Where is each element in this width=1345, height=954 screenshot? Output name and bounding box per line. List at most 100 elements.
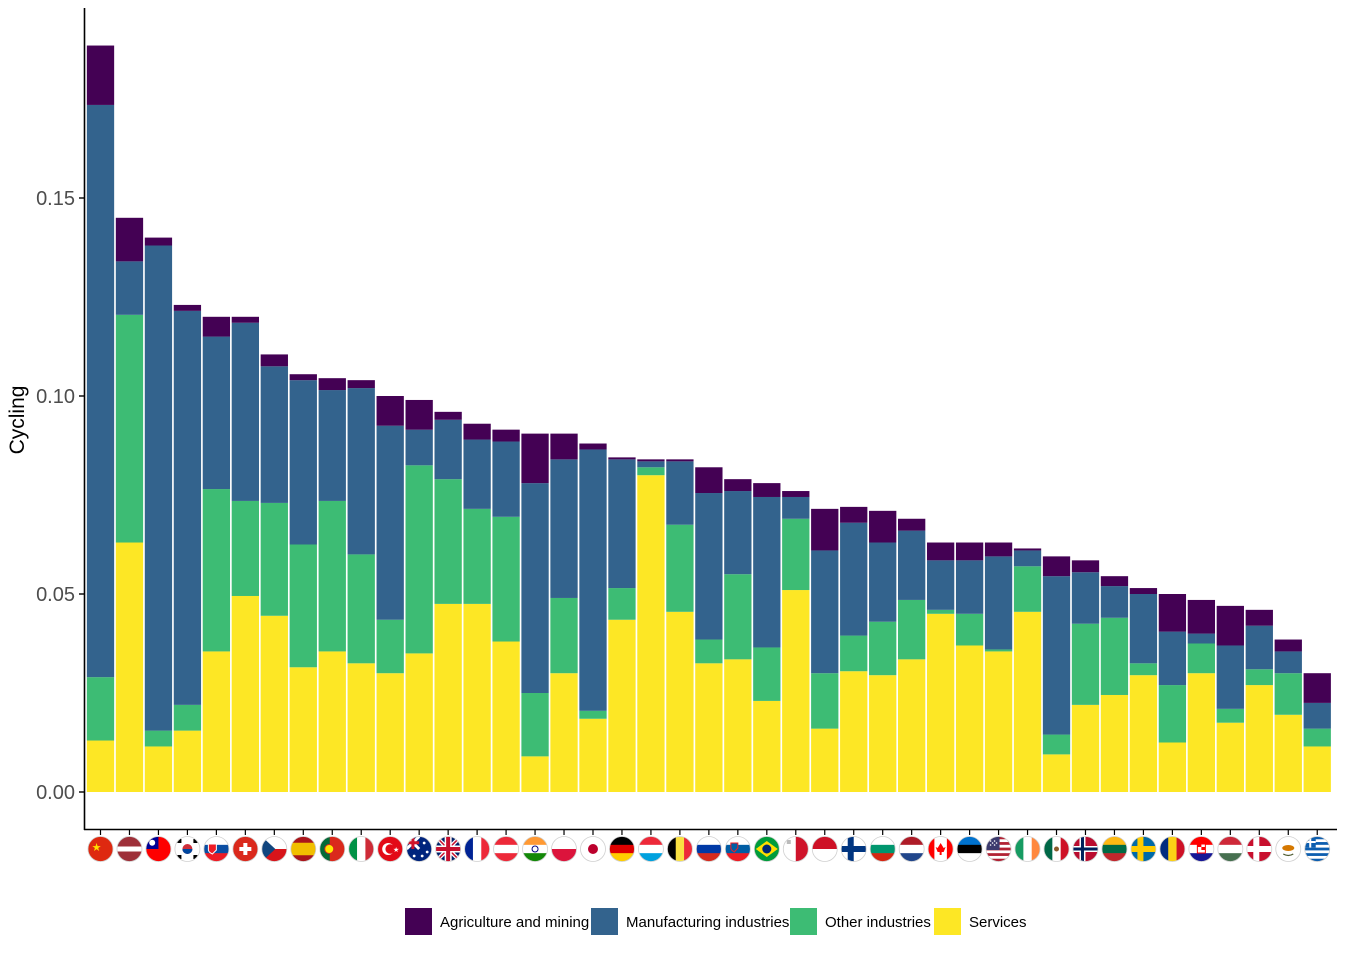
svg-text:★: ★ <box>92 842 102 854</box>
flag-outline <box>956 836 983 862</box>
bar-segment-manufacturing-industries: Canada – Manufacturing industries: 0.012… <box>926 560 955 610</box>
flag-outline <box>1159 836 1186 862</box>
flag-outline <box>348 836 375 862</box>
bar-segment-other-industries: India – Other industries: 0.016 <box>521 693 549 757</box>
bar-segment-other-industries: Canada – Other industries: 0.001 <box>926 609 955 614</box>
bar-segment-manufacturing-industries: South Korea – Manufacturing industries: … <box>173 310 202 705</box>
bar-segment-agriculture-and-mining: Finland – Agriculture and mining: 0.004 <box>840 506 868 523</box>
bar-segment-other-industries: Mexico – Other industries: 0.005 <box>1042 734 1071 755</box>
bar-segment-services: China – Services: 0.013 <box>86 740 115 792</box>
bar-segment-other-industries: South Korea – Other industries: 0.0065 <box>173 704 202 731</box>
bar-segment-manufacturing-industries: Hungary – Manufacturing industries: 0.01… <box>1216 645 1244 709</box>
netherlands-flag-icon: Netherlands <box>899 836 925 862</box>
bar-segment-agriculture-and-mining: Luxembourg – Agriculture and mining: 0.0… <box>637 459 665 462</box>
bar-segment-manufacturing-industries: Croatia – Manufacturing industries: 0.00… <box>1187 633 1216 644</box>
usa-flag-icon: United States <box>986 836 1012 862</box>
bar-segment-manufacturing-industries: Lithuania – Manufacturing industries: 0.… <box>1100 586 1129 618</box>
bar-segment-services: Netherlands – Services: 0.0335 <box>898 659 926 792</box>
flag-outline <box>667 836 693 862</box>
bar-segment-agriculture-and-mining: Bulgaria – Agriculture and mining: 0.008 <box>869 510 897 543</box>
bar-segment-other-industries: Finland – Other industries: 0.009 <box>840 635 868 672</box>
bar-segment-agriculture-and-mining: Slovakia – Agriculture and mining: 0.005 <box>202 316 231 337</box>
bar-segment-services: Germany – Services: 0.0435 <box>608 619 636 792</box>
flag-outline <box>1275 836 1302 862</box>
bar-segment-other-industries: France – Other industries: 0.024 <box>463 508 491 604</box>
axes-layer: 0.00 0.05 0.10 0.15 Cycling <box>6 8 1337 831</box>
bar-segment-other-industries: Taiwan – Other industries: 0.004 <box>144 730 173 747</box>
bar-segment-manufacturing-industries: China – Manufacturing industries: 0.1445 <box>86 104 115 678</box>
bar-segment-agriculture-and-mining: France – Agriculture and mining: 0.004 <box>463 423 491 440</box>
bar-segment-services: Canada – Services: 0.045 <box>926 613 955 792</box>
bar-segment-manufacturing-industries: Brazil – Manufacturing industries: 0.038 <box>753 496 781 648</box>
hungary-flag-icon: Hungary <box>1217 836 1243 862</box>
lithuania-flag-icon: Lithuania <box>1101 836 1127 862</box>
bar-segment-other-industries: Estonia – Other industries: 0.008 <box>955 613 984 646</box>
bar-segment-services: Poland – Services: 0.03 <box>550 673 578 792</box>
bar-segment-agriculture-and-mining: Italy – Agriculture and mining: 0.002 <box>347 380 375 389</box>
finland-flag-icon: Finland <box>841 836 867 862</box>
bar-segment-manufacturing-industries: Spain – Manufacturing industries: 0.0415 <box>289 380 317 545</box>
legend: Agriculture and mining Manufacturing indu… <box>405 908 1027 935</box>
bar-segment-manufacturing-industries: Greece – Manufacturing industries: 0.006… <box>1303 702 1331 729</box>
bar-segment-manufacturing-industries: Latvia – Manufacturing industries: 0.013… <box>115 261 144 315</box>
bar-segment-other-industries: Austria – Other industries: 0.0315 <box>492 516 520 642</box>
y-tick-label: 0.10 <box>36 386 75 408</box>
bar-segment-other-industries: Cyprus – Other industries: 0.0105 <box>1274 673 1302 715</box>
china-flag-icon: China★ <box>88 836 113 862</box>
bar-segment-agriculture-and-mining: Canada – Agriculture and mining: 0.0045 <box>926 542 955 561</box>
y-ticks: 0.00 0.05 0.10 0.15 <box>36 188 85 804</box>
flag-outline <box>1043 836 1070 862</box>
bar-segment-services: South Korea – Services: 0.0155 <box>173 730 202 792</box>
flag-outline <box>522 836 548 862</box>
bar-segment-other-industries: Croatia – Other industries: 0.0075 <box>1187 643 1216 674</box>
bar-segment-services: Portugal – Services: 0.0355 <box>318 651 346 792</box>
ireland-flag-icon: Ireland <box>1015 836 1041 862</box>
bar-segment-services: Mexico – Services: 0.0095 <box>1042 754 1071 792</box>
bar-segment-other-industries: Slovenia – Other industries: 0.0215 <box>724 574 752 660</box>
bar-segment-manufacturing-industries: Luxembourg – Manufacturing industries: 0… <box>637 461 665 468</box>
bar-segment-other-industries: China – Other industries: 0.016 <box>86 677 115 741</box>
flag-outline <box>927 836 954 862</box>
flag-outline <box>1014 836 1041 862</box>
croatia-flag-icon: Croatia <box>1188 836 1214 862</box>
svg-text:★: ★ <box>393 846 399 854</box>
bar-segment-agriculture-and-mining: Ireland – Agriculture and mining: 0.0005 <box>1013 548 1042 551</box>
bar-segment-services: Brazil – Services: 0.023 <box>753 700 781 792</box>
legend-swatch <box>934 908 961 935</box>
slovakia-flag-icon: Slovakia <box>203 836 229 862</box>
bar-segment-other-industries: Indonesia – Other industries: 0.014 <box>811 673 839 729</box>
flag-outline <box>724 836 751 862</box>
legend-swatch <box>591 908 618 935</box>
bar-segment-agriculture-and-mining: Switzerland – Agriculture and mining: 0.… <box>231 316 259 323</box>
bar-segment-manufacturing-industries: Netherlands – Manufacturing industries: … <box>898 530 926 600</box>
bar-segment-manufacturing-industries: Taiwan – Manufacturing industries: 0.122… <box>144 245 173 731</box>
bar-segment-other-industries: Slovakia – Other industries: 0.041 <box>202 489 231 652</box>
bar-segment-manufacturing-industries: Malta – Manufacturing industries: 0.0055 <box>782 496 810 519</box>
bar-segment-manufacturing-industries: Australia – Manufacturing industries: 0.… <box>405 429 433 466</box>
bar-segment-services: Cyprus – Services: 0.0195 <box>1274 714 1302 792</box>
flag-outline <box>580 836 606 862</box>
bar-segment-services: Austria – Services: 0.038 <box>492 641 520 792</box>
malta-flag-icon: Malta <box>783 836 809 862</box>
bar-segment-services: Indonesia – Services: 0.016 <box>811 728 839 792</box>
bar-segment-other-industries: Sweden – Other industries: 0.003 <box>1129 663 1158 676</box>
bar-segment-other-industries: Norway – Other industries: 0.0205 <box>1071 623 1100 705</box>
flag-outline <box>464 836 491 862</box>
slovenia-flag-icon: Slovenia <box>725 836 751 862</box>
flag-outline <box>203 836 230 862</box>
flag-outline <box>377 836 404 862</box>
bar-segment-services: Estonia – Services: 0.037 <box>955 645 984 792</box>
italy-flag-icon: Italy <box>348 836 374 862</box>
bar-segment-services: Belgium – Services: 0.0455 <box>666 611 694 792</box>
legend-swatch <box>790 908 817 935</box>
bar-segment-manufacturing-industries: Finland – Manufacturing industries: 0.02… <box>840 522 868 636</box>
flag-outline <box>290 836 317 862</box>
legend-label: Manufacturing industries <box>626 914 789 931</box>
bar-segment-other-industries: Brazil – Other industries: 0.0135 <box>753 647 781 701</box>
bar-segment-services: Slovakia – Services: 0.0355 <box>202 651 231 792</box>
bar-segment-manufacturing-industries: Slovenia – Manufacturing industries: 0.0… <box>724 491 752 575</box>
flag-outline <box>493 836 519 862</box>
flag-outline <box>261 836 288 862</box>
flag-outline <box>1101 836 1128 862</box>
